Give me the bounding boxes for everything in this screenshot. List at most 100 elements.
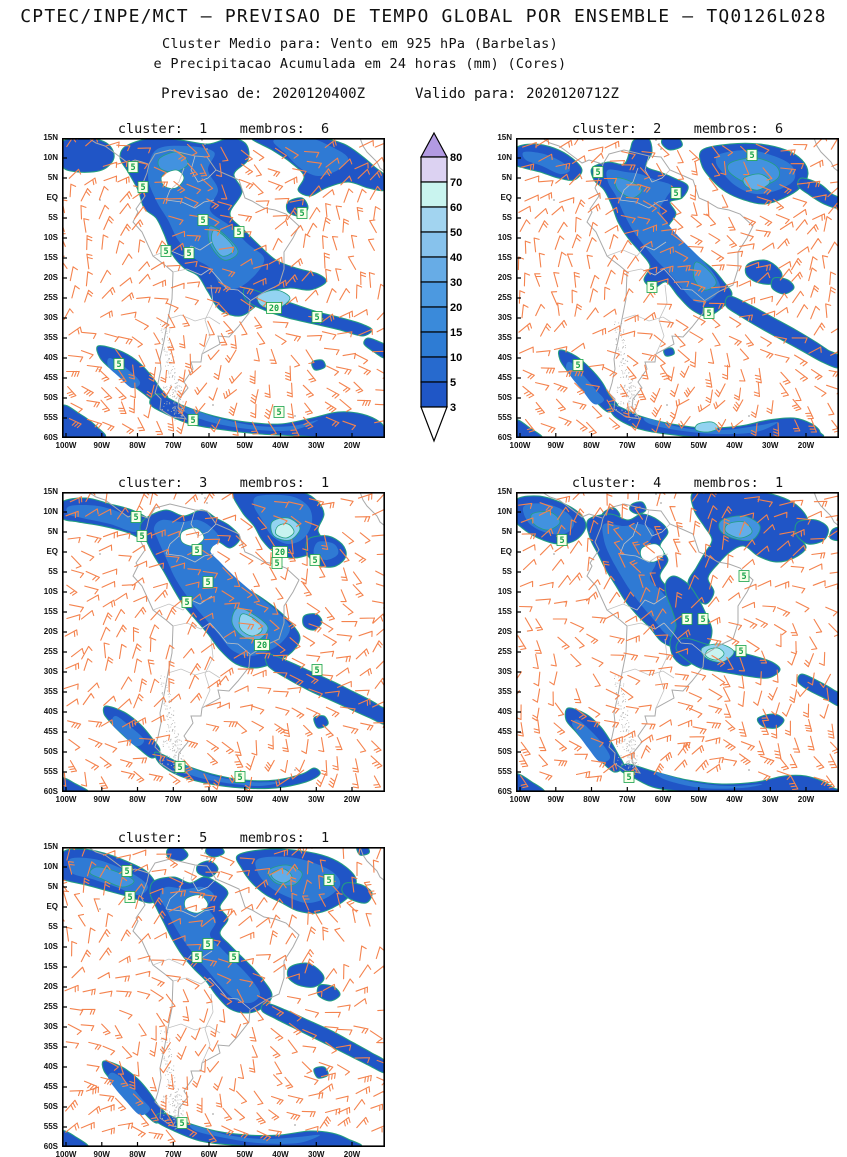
svg-text:20: 20: [450, 302, 462, 314]
lon-label: 20W: [797, 795, 815, 804]
lat-label: 40S: [497, 707, 512, 716]
svg-text:5: 5: [314, 313, 319, 323]
lat-label: 20S: [43, 627, 58, 636]
lat-label: 30S: [43, 313, 58, 322]
svg-text:5: 5: [575, 361, 580, 371]
lon-label: 40W: [272, 441, 289, 450]
svg-text:5: 5: [140, 183, 145, 193]
issued-value: 2020120400Z: [272, 86, 365, 102]
svg-text:5: 5: [749, 151, 754, 161]
panel-title: cluster: 4 membros: 1: [571, 475, 784, 491]
svg-text:20: 20: [269, 304, 279, 314]
svg-text:30: 30: [450, 277, 462, 289]
lat-label: 45S: [43, 1082, 58, 1091]
lat-label: 10N: [497, 153, 512, 162]
lat-label: 45S: [497, 373, 512, 382]
svg-text:5: 5: [700, 615, 705, 625]
panel-cluster-4: cluster: 4 membros: 1 5 5 5 5 5 5 15N 10N 5N EQ 5…: [482, 475, 843, 807]
lat-label: 15N: [497, 133, 512, 142]
svg-text:40: 40: [450, 252, 462, 264]
svg-text:5: 5: [163, 247, 168, 257]
lat-label: 50S: [43, 747, 58, 756]
lon-label: 100W: [55, 795, 77, 804]
lat-label: 25S: [497, 647, 512, 656]
lon-label: 100W: [55, 1150, 77, 1157]
svg-text:5: 5: [276, 408, 281, 418]
svg-text:15: 15: [450, 327, 462, 339]
svg-text:5: 5: [274, 559, 279, 569]
lat-label: 50S: [497, 393, 512, 402]
lon-label: 80W: [129, 1150, 146, 1157]
lon-label: 60W: [200, 1150, 218, 1157]
svg-text:5: 5: [205, 940, 210, 950]
lat-label: 5N: [47, 527, 58, 536]
svg-text:5: 5: [124, 867, 129, 877]
lat-label: 30S: [43, 667, 58, 676]
lat-label: 5S: [502, 567, 512, 576]
lat-label: 60S: [43, 787, 58, 796]
page-title: CPTEC/INPE/MCT — PREVISAO DE TEMPO GLOBA…: [20, 6, 827, 27]
lat-label: 5S: [502, 213, 512, 222]
lat-label: 15S: [43, 962, 58, 971]
lon-label: 90W: [547, 441, 564, 450]
lon-label: 90W: [93, 795, 110, 804]
lat-label: 40S: [43, 1062, 58, 1071]
lat-label: 15S: [497, 253, 512, 262]
svg-text:5: 5: [649, 283, 654, 293]
map-cluster-4: 5 5 5 5 5 5: [516, 492, 839, 792]
lon-label: 70W: [165, 1150, 182, 1157]
subtitle-line1: Cluster Medio para: Vento em 925 hPa (Ba…: [161, 36, 559, 52]
lon-label: 30W: [308, 795, 325, 804]
lat-label: 25S: [497, 293, 512, 302]
lat-label: 60S: [497, 787, 512, 796]
panel-title: cluster: 3 membros: 1: [117, 475, 330, 491]
svg-text:5: 5: [626, 773, 631, 783]
lat-label: 5N: [501, 527, 512, 536]
svg-text:5: 5: [738, 647, 743, 657]
lon-label: 20W: [343, 441, 361, 450]
svg-text:5: 5: [741, 572, 746, 582]
lat-label: 60S: [497, 433, 512, 442]
contour-labels: 5 5 5 5 5 5: [556, 534, 750, 783]
valid-label: Valido para:: [415, 86, 517, 102]
lat-label: 5S: [48, 213, 58, 222]
lat-label: EQ: [46, 547, 58, 556]
lat-label: 30S: [497, 667, 512, 676]
contour-labels: 5 5 5 5 5 5: [572, 149, 758, 371]
lat-label: 10N: [43, 862, 58, 871]
lat-label: 10S: [497, 233, 512, 242]
forecast-line: Previsao de: 2020120400Z Valido para: 20…: [0, 86, 780, 102]
lon-label: 60W: [200, 795, 218, 804]
lat-label: 25S: [43, 293, 58, 302]
svg-text:5: 5: [127, 893, 132, 903]
lat-label: 45S: [497, 727, 512, 736]
lat-label: 45S: [43, 727, 58, 736]
panel-title: cluster: 5 membros: 1: [117, 830, 330, 846]
lon-label: 40W: [272, 795, 289, 804]
issued-label: Previsao de:: [161, 86, 263, 102]
lat-label: 35S: [43, 687, 58, 696]
svg-text:5: 5: [673, 189, 678, 199]
lon-label: 50W: [236, 1150, 253, 1157]
svg-text:20: 20: [257, 641, 267, 651]
svg-text:5: 5: [194, 953, 199, 963]
lat-label: 10N: [497, 507, 512, 516]
lat-label: 30S: [43, 1022, 58, 1031]
lat-label: 35S: [497, 687, 512, 696]
svg-text:80: 80: [450, 152, 462, 164]
lat-label: 15N: [43, 133, 58, 142]
lat-label: 40S: [43, 707, 58, 716]
svg-text:5: 5: [133, 513, 138, 523]
lat-label: 60S: [43, 433, 58, 442]
lon-label: 90W: [93, 1150, 110, 1157]
panel-cluster-1: cluster: 1 membros: 6 5 5 5 5 5 5 5 20 5 5 5 5 15N 1…: [28, 121, 389, 453]
lat-label: 30S: [497, 313, 512, 322]
lat-label: 5N: [501, 173, 512, 182]
lat-label: 35S: [43, 1042, 58, 1051]
lat-label: 40S: [43, 353, 58, 362]
